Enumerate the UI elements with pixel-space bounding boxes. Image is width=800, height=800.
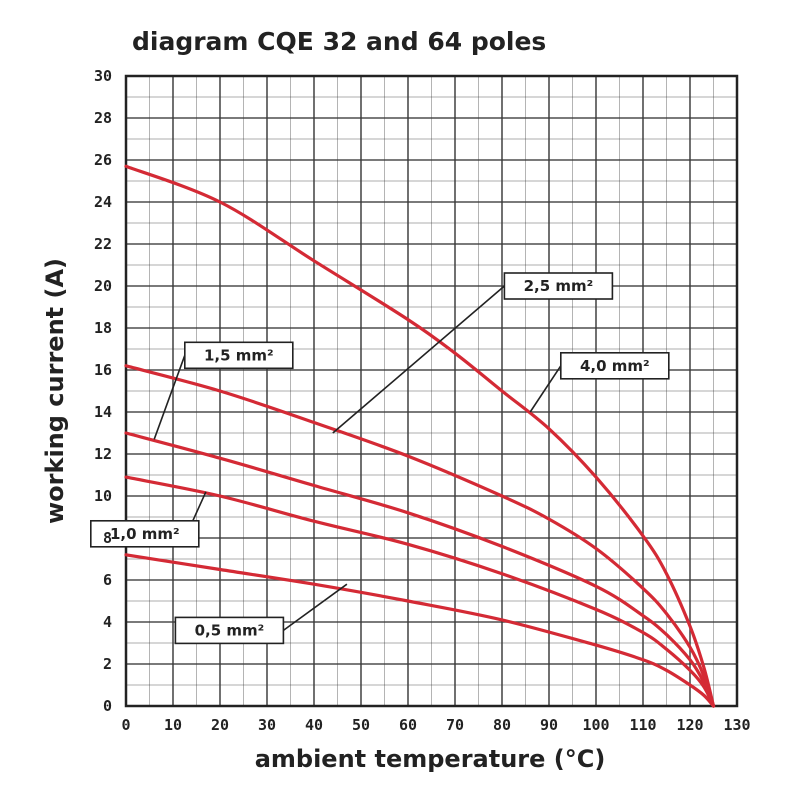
callout-leader-4 [192,491,207,522]
series-line-5 [124,553,716,708]
y-tick-label: 8 [103,529,112,547]
callout-label-5: 0,5 mm² [195,621,265,639]
series-line-4 [124,475,716,708]
x-tick-label: 120 [676,716,703,734]
y-tick-label: 14 [94,403,112,421]
y-tick-label: 22 [94,235,112,253]
series-lines [124,164,716,708]
callout-leader-5 [282,583,348,632]
x-tick-label: 110 [629,716,656,734]
callout-box-2 [503,272,614,300]
y-tick-label: 6 [103,571,112,589]
x-tick-label: 0 [121,716,130,734]
x-tick-label: 30 [258,716,276,734]
callout-box-1 [184,341,294,370]
x-tick-label: 40 [305,716,323,734]
callout-label-1: 1,5 mm² [204,346,274,364]
y-tick-label: 2 [103,655,112,673]
y-tick-label: 16 [94,361,112,379]
callout-label-2: 2,5 mm² [524,277,594,295]
y-tick-label: 26 [94,151,112,169]
x-tick-label: 70 [446,716,464,734]
series-line-2 [124,364,716,708]
x-tick-label: 130 [723,716,750,734]
callout-box-3 [559,351,670,380]
y-tick-label: 12 [94,445,112,463]
x-tick-label: 90 [540,716,558,734]
x-tick-label: 10 [164,716,182,734]
tick-labels: 0 10 20 30 40 50 60 70 80 90 100 110 120 130024681012… [94,67,751,734]
callouts: 1,5 mm² 2,5 mm² 4,0 mm² 1,0 mm² 0,5 mm² [90,272,670,645]
callout-label-3: 4,0 mm² [580,357,650,375]
y-tick-label: 10 [94,487,112,505]
y-tick-label: 30 [94,67,112,85]
callout-box-4 [90,519,200,548]
series-line-1 [124,164,716,708]
y-tick-label: 20 [94,277,112,295]
y-tick-label: 28 [94,109,112,127]
x-tick-label: 80 [493,716,511,734]
x-tick-label: 60 [399,716,417,734]
callout-leader-3 [529,365,562,413]
plot-frame [124,74,739,708]
callout-leader-1 [153,355,186,440]
y-tick-label: 18 [94,319,112,337]
x-axis-label: ambient temperature (°C) [255,745,606,773]
x-tick-label: 50 [352,716,370,734]
chart-title: diagram CQE 32 and 64 poles [132,27,546,56]
y-tick-label: 4 [103,613,112,631]
y-tick-label: 0 [103,697,112,715]
y-tick-label: 24 [94,193,112,211]
callout-leader-2 [332,285,505,434]
grid [124,74,739,708]
callout-box-5 [174,616,285,645]
x-tick-label: 100 [582,716,609,734]
callout-label-4: 1,0 mm² [110,525,180,543]
y-axis-label: working current (A) [41,258,69,524]
series-line-3 [124,431,716,708]
x-tick-label: 20 [211,716,229,734]
